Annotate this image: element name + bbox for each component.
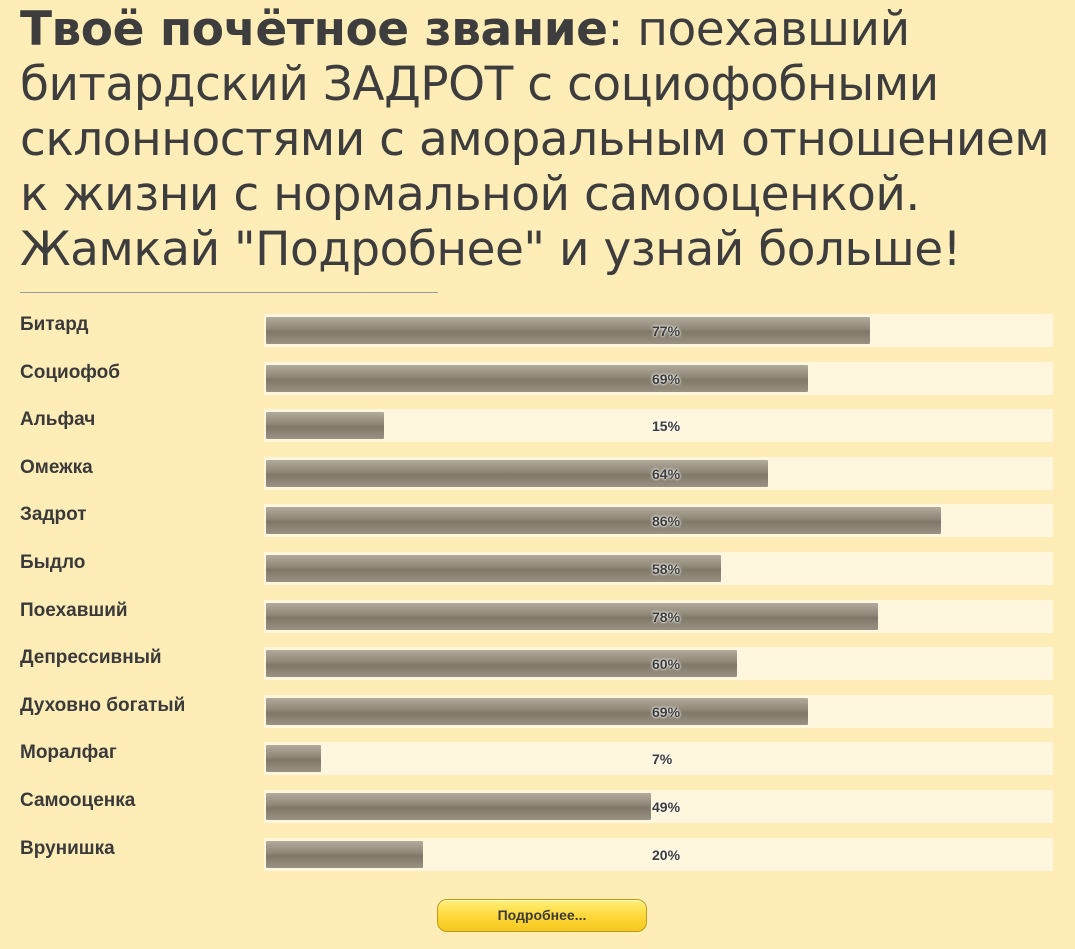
result-row: Поехавший 78% (0, 598, 1075, 634)
result-bar-track: 58% (264, 552, 1053, 585)
result-bar-fill (266, 650, 737, 677)
result-row: Быдло 58% (0, 550, 1075, 586)
result-label: Задрот (20, 504, 87, 525)
result-row: Моралфаг 7% (0, 740, 1075, 776)
result-row: Духовно богатый 69% (0, 693, 1075, 729)
result-bar-track: 7% (264, 742, 1053, 775)
result-bar-fill (266, 793, 651, 820)
result-label: Быдло (20, 552, 86, 573)
result-label: Поехавший (20, 600, 128, 621)
result-bar-fill (266, 698, 808, 725)
result-bar-fill (266, 555, 721, 582)
result-percent: 78% (652, 609, 681, 625)
more-button[interactable]: Подробнее... (437, 899, 647, 932)
title-bold: Твоё почётное звание (20, 2, 608, 57)
result-bar-fill (266, 412, 384, 439)
result-bar-track: 15% (264, 409, 1053, 442)
result-bar-fill (266, 507, 941, 534)
result-label: Альфач (20, 409, 96, 430)
result-bar-track: 69% (264, 695, 1053, 728)
result-label: Битард (20, 314, 89, 335)
result-bar-fill (266, 365, 808, 392)
result-label: Социофоб (20, 362, 121, 383)
result-row: Альфач 15% (0, 407, 1075, 443)
result-percent: 64% (652, 466, 681, 482)
result-label: Моралфаг (20, 742, 117, 763)
result-bar-track: 64% (264, 457, 1053, 490)
result-row: Битард 77% (0, 312, 1075, 348)
result-label: Депрессивный (20, 647, 162, 668)
divider (20, 292, 438, 293)
result-label: Омежка (20, 457, 93, 478)
result-bar-track: 49% (264, 790, 1053, 823)
result-bar-fill (266, 603, 878, 630)
result-percent: 15% (652, 418, 681, 434)
result-row: Врунишка 20% (0, 836, 1075, 872)
result-percent: 58% (652, 561, 681, 577)
result-percent: 69% (652, 371, 681, 387)
result-bar-fill (266, 745, 321, 772)
result-percent: 7% (652, 751, 673, 767)
result-percent: 49% (652, 799, 681, 815)
result-bar-fill (266, 317, 870, 344)
result-percent: 86% (652, 513, 681, 529)
result-row: Омежка 64% (0, 455, 1075, 491)
result-bar-track: 69% (264, 362, 1053, 395)
result-bar-fill (266, 460, 768, 487)
result-row: Социофоб 69% (0, 360, 1075, 396)
result-percent: 60% (652, 656, 681, 672)
result-bar-track: 78% (264, 600, 1053, 633)
result-row: Депрессивный 60% (0, 645, 1075, 681)
result-bar-track: 86% (264, 504, 1053, 537)
result-label: Врунишка (20, 838, 115, 859)
result-bar-fill (266, 841, 423, 868)
result-bar-track: 60% (264, 647, 1053, 680)
result-percent: 77% (652, 323, 681, 339)
result-row: Задрот 86% (0, 502, 1075, 538)
result-percent: 20% (652, 847, 681, 863)
result-label: Самооценка (20, 790, 136, 811)
result-label: Духовно богатый (20, 695, 186, 716)
title-rest: : поехавший битардский ЗАДРОТ с социофоб… (20, 2, 1050, 277)
result-row: Самооценка 49% (0, 788, 1075, 824)
result-bar-track: 20% (264, 838, 1053, 871)
result-bar-track: 77% (264, 314, 1053, 347)
result-percent: 69% (652, 704, 681, 720)
page-title: Твоё почётное звание: поехавший битардск… (20, 2, 1070, 277)
